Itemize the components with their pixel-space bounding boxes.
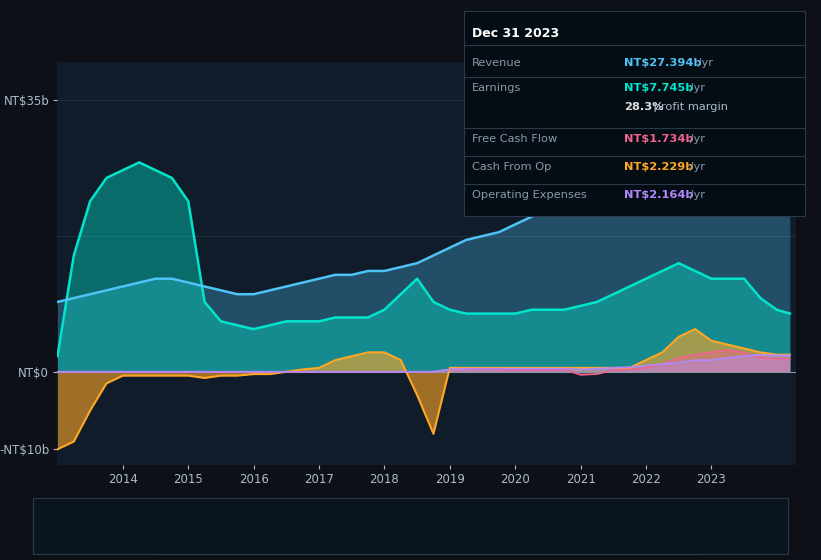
Text: /yr: /yr — [694, 58, 713, 68]
Text: /yr: /yr — [686, 190, 704, 200]
Text: NT$2.164b: NT$2.164b — [624, 190, 694, 200]
Text: NT$27.394b: NT$27.394b — [624, 58, 702, 68]
Text: /yr: /yr — [686, 83, 704, 94]
Text: /yr: /yr — [686, 162, 704, 172]
Text: Earnings: Earnings — [472, 83, 521, 94]
Text: NT$1.734b: NT$1.734b — [624, 134, 694, 144]
Text: Cash From Op: Cash From Op — [472, 162, 552, 172]
Text: NT$7.745b: NT$7.745b — [624, 83, 694, 94]
Text: 28.3%: 28.3% — [624, 102, 663, 112]
Text: Revenue: Revenue — [472, 58, 521, 68]
Text: Operating Expenses: Operating Expenses — [472, 190, 587, 200]
Text: Dec 31 2023: Dec 31 2023 — [472, 27, 559, 40]
Text: profit margin: profit margin — [650, 102, 728, 112]
Text: NT$2.229b: NT$2.229b — [624, 162, 694, 172]
Legend: Revenue, Earnings, Free Cash Flow, Cash From Op, Operating Expenses: Revenue, Earnings, Free Cash Flow, Cash … — [152, 529, 702, 554]
Text: /yr: /yr — [686, 134, 704, 144]
Text: Free Cash Flow: Free Cash Flow — [472, 134, 557, 144]
